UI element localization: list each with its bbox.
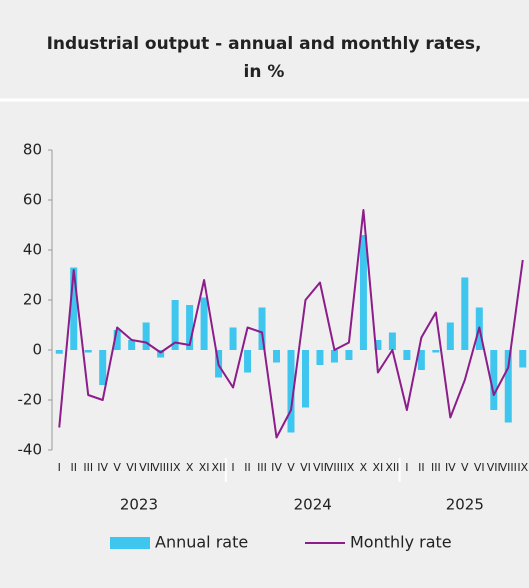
bar [345,350,353,360]
x-tick-label: VIII [326,461,343,474]
bar [99,350,107,385]
x-tick-label: VII [313,461,327,474]
title-box [0,0,529,100]
x-tick-label: VI [300,461,311,474]
bar [258,307,266,350]
x-tick-label: I [58,461,61,474]
x-tick-label: VIII [500,461,517,474]
x-tick-label: XII [212,461,226,474]
bar [84,350,92,353]
bar [171,300,179,350]
year-label: 2023 [120,496,158,514]
bar [330,350,338,363]
x-tick-label: VII [139,461,153,474]
y-tick-label: 40 [23,241,42,259]
legend-label: Monthly rate [350,533,452,552]
y-tick-label: 80 [23,141,42,159]
x-tick-label: V [461,461,469,474]
chart-title: Industrial output - annual and monthly r… [47,34,482,54]
bar [70,267,78,350]
x-tick-label: II [244,461,251,474]
bar [403,350,411,360]
x-tick-label: XI [199,461,210,474]
bar [461,277,469,350]
x-tick-label: VI [474,461,485,474]
x-tick-label: XII [385,461,399,474]
x-tick-label: IV [271,461,282,474]
x-tick-label: II [418,461,425,474]
bar [128,340,136,350]
year-label: 2024 [294,496,332,514]
bar [316,350,324,365]
y-tick-label: -40 [18,441,43,459]
bar [157,350,165,358]
bar [113,330,121,350]
y-tick-label: -20 [18,391,43,409]
bar [186,305,194,350]
y-tick-label: 0 [32,341,42,359]
bar [301,350,309,408]
x-tick-label: IX [517,461,528,474]
bar [142,322,150,350]
x-tick-label: VIII [152,461,169,474]
bar [388,332,396,350]
bar [229,327,237,350]
x-tick-label: X [186,461,194,474]
legend-swatch [110,537,150,549]
x-tick-label: VII [487,461,501,474]
bar [519,350,527,368]
bar [417,350,425,370]
legend-label: Annual rate [155,533,248,552]
x-tick-label: I [405,461,408,474]
x-tick-label: VI [126,461,137,474]
x-tick-label: III [83,461,93,474]
chart-title: in % [244,62,285,82]
bar [273,350,281,363]
bar [504,350,512,423]
year-label: 2025 [446,496,484,514]
x-tick-label: III [257,461,267,474]
x-tick-label: III [431,461,441,474]
bar [359,235,367,350]
bar [200,297,208,350]
bar [432,350,440,353]
line [58,209,524,439]
x-tick-label: II [70,461,77,474]
x-tick-label: V [287,461,295,474]
x-tick-label: XI [373,461,384,474]
x-tick-label: V [113,461,121,474]
bar [446,322,454,350]
x-tick-label: IX [344,461,355,474]
x-tick-label: X [360,461,368,474]
bar [490,350,498,410]
y-tick-label: 60 [23,191,42,209]
bar [55,350,63,354]
y-tick-label: 20 [23,291,42,309]
x-tick-label: I [231,461,234,474]
bar [244,350,252,373]
bar [287,350,295,433]
bar [374,340,382,350]
x-tick-label: IV [445,461,456,474]
x-tick-label: IX [170,461,181,474]
x-tick-label: IV [97,461,108,474]
